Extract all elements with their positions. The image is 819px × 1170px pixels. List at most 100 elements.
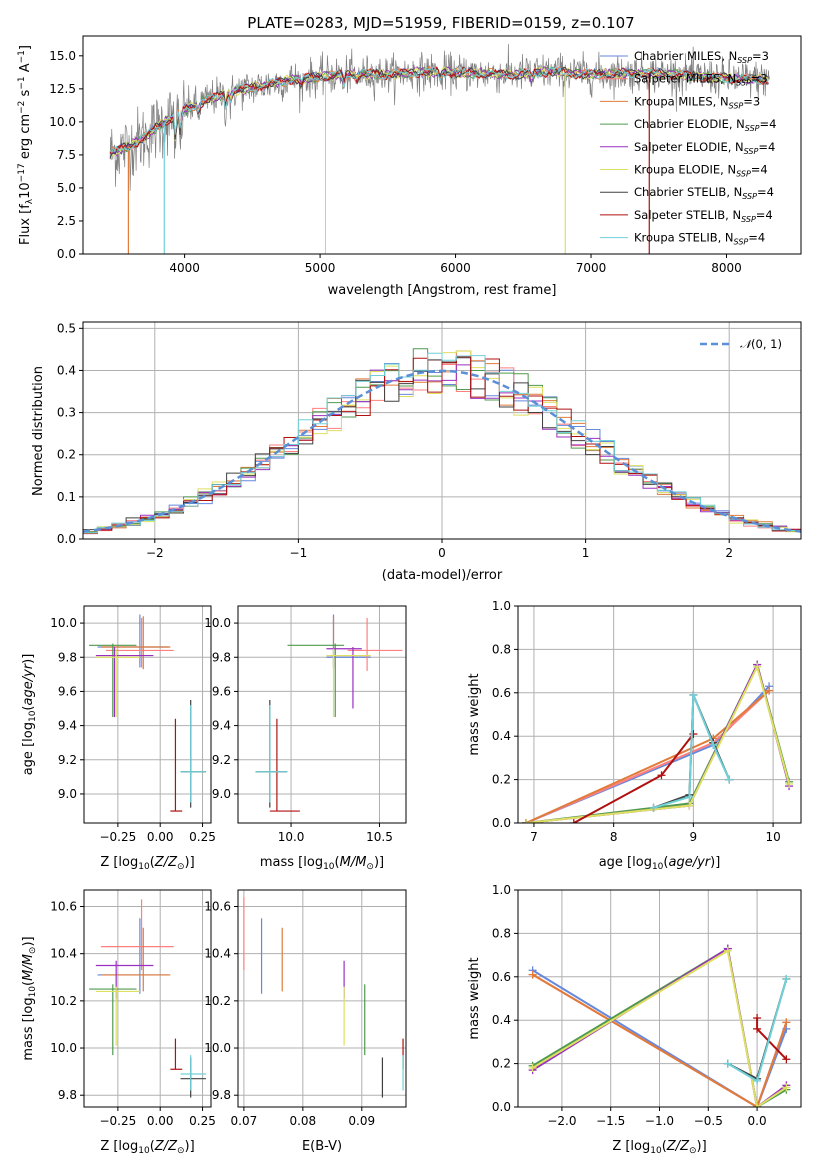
axes-frame <box>83 605 212 824</box>
y-tick-label: 10.0 <box>50 616 77 630</box>
x-tick-label: 0.00 <box>147 1114 174 1128</box>
data-point <box>97 918 169 994</box>
data-point <box>100 927 171 992</box>
model-spectrum-line <box>109 66 769 154</box>
x-tick-label: −0.5 <box>694 1114 723 1128</box>
axes-frame <box>237 889 407 1108</box>
x-tick-label: −2.0 <box>547 1114 576 1128</box>
figure-title: PLATE=0283, MJD=51959, FIBERID=0159, z=0… <box>247 14 634 32</box>
x-tick-label: −1 <box>290 546 308 560</box>
x-tick-label: −0.25 <box>99 830 136 844</box>
data-point <box>95 648 140 718</box>
y-tick-label: 0.0 <box>492 1100 511 1114</box>
y-tick-label: 0.0 <box>492 816 511 830</box>
weight-series-line <box>525 689 770 823</box>
y-tick-label: 0.2 <box>492 1057 511 1071</box>
data-point <box>180 1055 206 1091</box>
plot-area <box>521 660 794 823</box>
x-tick-label: 10.0 <box>278 830 305 844</box>
y-tick-label: 9.6 <box>58 684 77 698</box>
y-tick-label: 9.0 <box>58 787 77 801</box>
charts-layer: 4000 5000 6000 7000 80000.02.55.07.510.012.5… <box>17 35 802 1156</box>
data-point <box>255 699 288 808</box>
legend-label: Kroupa STELIB, NSSP=4 <box>634 231 765 247</box>
histogram-step <box>83 356 801 534</box>
x-tick-label: −2 <box>146 546 164 560</box>
data-point <box>180 705 206 803</box>
y-tick-label: 9.8 <box>212 650 231 664</box>
y-tick-label: 10.0 <box>50 1041 77 1055</box>
y-tick-label: 0.4 <box>492 1013 511 1027</box>
y-tick-label: 10.4 <box>204 947 231 961</box>
data-point <box>255 705 288 803</box>
panel-weight-vs-Z: −2.0 −1.5 −1.0 −0.5 0.0 0.0 0.2 0.4 0.6 0.8 1.0 Z [… <box>467 883 802 1156</box>
legend-label: Salpeter MILES, NSSP=3 <box>634 72 768 88</box>
data-point <box>269 718 300 812</box>
data-point <box>287 643 345 718</box>
y-tick-label: 1.0 <box>492 883 511 897</box>
legend-label: Chabrier STELIB, NSSP=4 <box>634 185 774 201</box>
x-tick-label: 0.0 <box>748 1114 767 1128</box>
axes-frame <box>237 605 407 824</box>
weight-series-line <box>525 663 791 823</box>
weight-series-line <box>525 661 791 823</box>
x-axis-label: wavelength [Angstrom, rest frame] <box>328 283 557 298</box>
y-tick-label: 9.6 <box>212 684 231 698</box>
y-tick-label: 0.6 <box>492 686 511 700</box>
x-tick-label: 0.00 <box>147 830 174 844</box>
data-point <box>106 617 174 668</box>
y-tick-label: 9.4 <box>212 719 231 733</box>
plot-area <box>255 614 403 812</box>
x-tick-label: 0 <box>438 546 446 560</box>
residual-legend: 𝒩(0, 1) <box>700 337 782 351</box>
legend-label: Chabrier ELODIE, NSSP=4 <box>634 117 776 133</box>
y-tick-label: 0.0 <box>57 247 76 261</box>
y-tick-label: 15.0 <box>49 49 76 63</box>
x-axis-label: E(B-V) <box>302 1139 342 1154</box>
plot-area <box>528 944 791 1107</box>
data-point <box>89 984 137 1056</box>
data-point <box>347 617 403 671</box>
x-tick-label: 8 <box>610 830 618 844</box>
plot-area <box>89 614 206 812</box>
x-tick-label: 0.25 <box>189 830 216 844</box>
panel-spectrum: 4000 5000 6000 7000 8000 0.0 2.5 5.0 7.5 10.0 12.5… <box>17 35 802 298</box>
y-tick-label: 9.4 <box>58 719 77 733</box>
y-tick-label: 0.0 <box>57 532 76 546</box>
panel-weight-vs-age: 7 8 9 10 0.0 0.2 0.4 0.6 0.8 1.0 age [log10(age/yr… <box>467 599 802 872</box>
y-tick-label: 10.0 <box>204 616 231 630</box>
y-tick-label: 10.0 <box>204 1041 231 1055</box>
x-tick-label: −0.25 <box>99 1114 136 1128</box>
y-tick-label: 0.2 <box>492 773 511 787</box>
y-axis-label: mass weight <box>467 673 482 755</box>
weight-series-line <box>532 949 787 1107</box>
x-tick-label: 7 <box>530 830 538 844</box>
y-tick-label: 9.0 <box>212 787 231 801</box>
y-tick-label: 0.8 <box>492 642 511 656</box>
y-tick-label: 0.2 <box>57 448 76 462</box>
data-point <box>95 960 154 999</box>
weight-series-line <box>532 973 788 1107</box>
data-point <box>95 647 154 718</box>
y-tick-label: 10.0 <box>49 115 76 129</box>
plot-area <box>109 43 770 254</box>
model-spectrum-line <box>109 66 769 154</box>
y-tick-label: 0.6 <box>492 970 511 984</box>
x-axis-label: Z [log10(Z/Z⊙)] <box>100 855 194 872</box>
x-axis-label: mass [log10(M/M⊙)] <box>260 855 384 872</box>
x-tick-label: 0.07 <box>231 1114 258 1128</box>
x-axis-label: (data-model)/error <box>382 568 503 583</box>
y-axis-label: Normed distribution <box>31 366 46 496</box>
x-axis-label: age [log10(age/yr)] <box>599 855 721 872</box>
y-tick-label: 10.6 <box>50 900 77 914</box>
data-point <box>170 718 183 812</box>
weight-series-line <box>532 969 788 1107</box>
y-tick-label: 10.2 <box>204 994 231 1008</box>
x-tick-label: 2 <box>725 546 733 560</box>
x-tick-label: 0.09 <box>348 1114 375 1128</box>
legend-label: Chabrier MILES, NSSP=3 <box>634 49 769 65</box>
spectrum-legend: Chabrier MILES, NSSP=3 Salpeter MILES, NS… <box>600 49 776 247</box>
y-tick-label: 9.2 <box>58 753 77 767</box>
y-tick-label: 10.4 <box>50 947 77 961</box>
